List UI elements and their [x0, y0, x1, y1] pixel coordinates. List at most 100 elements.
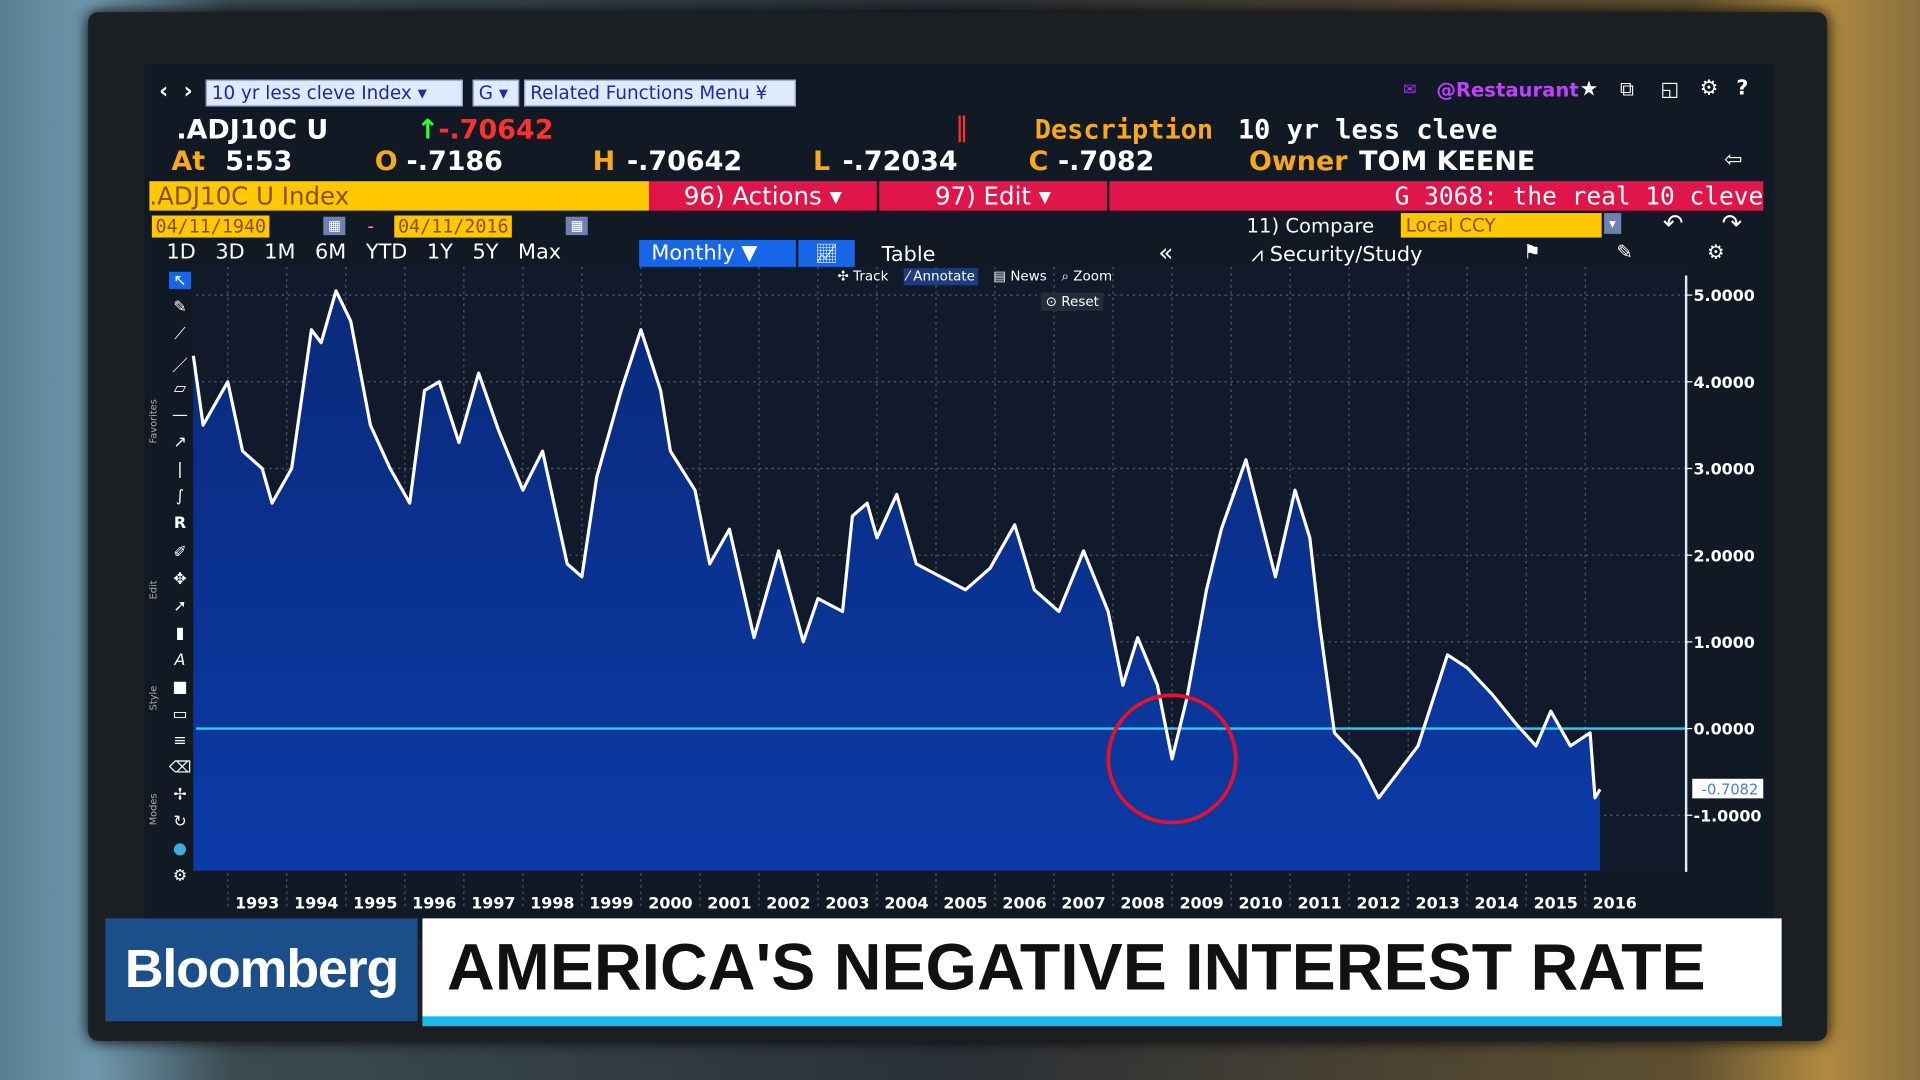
edit-label: 97) Edit: [935, 181, 1031, 211]
close-value: -.7082: [1057, 146, 1155, 178]
period-3d[interactable]: 3D: [215, 240, 245, 265]
track-button[interactable]: ✣ Track: [837, 268, 889, 285]
annotate-label: Annotate: [913, 268, 975, 285]
compare-button[interactable]: 11) Compare: [1246, 214, 1375, 238]
edit-section-label: Edit: [148, 580, 160, 600]
high-value: -.70642: [626, 146, 743, 178]
period-5y[interactable]: 5Y: [472, 240, 499, 265]
line-chart-icon[interactable]: 📈︎: [798, 240, 855, 267]
undo-icon[interactable]: ↶: [1662, 208, 1684, 238]
settings-icon[interactable]: ⚙: [172, 866, 188, 886]
border-icon[interactable]: ▭: [172, 705, 188, 724]
period-1y[interactable]: 1Y: [426, 240, 453, 265]
realtime-marker-icon: ‖: [955, 112, 969, 144]
security-study-label: Security/Study: [1269, 242, 1423, 267]
pencil-icon[interactable]: ✎: [173, 298, 187, 318]
owner-label: Owner: [1248, 146, 1348, 178]
back-button[interactable]: ‹: [159, 78, 169, 105]
x-tick-label: 2011: [1297, 894, 1341, 913]
high-label: H: [592, 146, 616, 178]
period-1m[interactable]: 1M: [264, 240, 296, 265]
line-style-icon[interactable]: ≡: [173, 732, 187, 751]
vertical-line-icon[interactable]: |: [177, 460, 183, 479]
news-label: News: [1010, 268, 1047, 285]
curve-icon[interactable]: ∫: [175, 487, 185, 506]
text-icon[interactable]: A: [174, 651, 186, 670]
pen-icon[interactable]: ✐: [173, 543, 187, 563]
period-max[interactable]: Max: [518, 240, 562, 265]
currency-select[interactable]: Local CCY: [1400, 213, 1602, 238]
export-icon[interactable]: ⧉: [1620, 77, 1635, 101]
annotate-button[interactable]: ⁄ Annotate: [903, 268, 979, 286]
security-field[interactable]: .ADJ10C U Index: [149, 181, 649, 211]
calendar-icon[interactable]: ▦: [565, 216, 589, 236]
channel-icon[interactable]: ▱: [173, 379, 187, 398]
table-button[interactable]: Table: [881, 242, 936, 267]
color-icon[interactable]: ●: [173, 840, 187, 859]
forward-button[interactable]: ›: [183, 78, 193, 105]
x-tick-label: 1995: [353, 894, 397, 913]
collapse-button[interactable]: «: [1158, 237, 1174, 267]
related-functions-menu[interactable]: Related Functions Menu ¥: [524, 79, 796, 107]
x-tick-label: 2008: [1120, 894, 1164, 913]
calendar-icon[interactable]: ▦: [323, 216, 346, 236]
fill-icon[interactable]: ■: [172, 678, 188, 697]
horizontal-line-icon[interactable]: —: [172, 406, 188, 425]
last-value-label: -0.7082: [1702, 782, 1759, 799]
frequency-select[interactable]: Monthly ▼: [639, 240, 796, 267]
chart-toolbar: ✣ Track ⁄ Annotate ▤ News ⌕ Zoom: [837, 268, 1113, 286]
function-value: G: [478, 82, 494, 105]
gear-icon[interactable]: ⚙: [1706, 240, 1725, 264]
news-button[interactable]: ▤ News: [993, 268, 1047, 285]
trend-line-icon[interactable]: ⟋: [174, 325, 186, 345]
function-select[interactable]: G ▾: [472, 79, 520, 107]
retracement-icon[interactable]: R: [173, 514, 187, 533]
user-tag[interactable]: @Restaurant: [1436, 78, 1579, 102]
document-icon[interactable]: ⇦: [1724, 146, 1743, 173]
pointer-icon[interactable]: ↖: [168, 271, 192, 290]
x-tick-label: 2004: [884, 894, 928, 913]
magnet-icon[interactable]: ✢: [173, 786, 187, 805]
window-icon[interactable]: ◱: [1660, 77, 1679, 101]
arrow-icon[interactable]: ↗: [173, 433, 187, 452]
clipboard-icon[interactable]: ▮: [175, 624, 185, 643]
brand-box: Bloomberg: [105, 918, 418, 1022]
date-separator: -: [367, 215, 374, 238]
x-tick-label: 2015: [1534, 894, 1578, 913]
open-value: -.7186: [406, 146, 503, 178]
refresh-icon[interactable]: ↻: [173, 813, 187, 832]
x-tick-label: 1997: [471, 894, 515, 913]
security-study-button[interactable]: ⩘ Security/Study: [1251, 242, 1423, 267]
reset-button[interactable]: ⊙ Reset: [1040, 292, 1104, 312]
time-value: 5:53: [225, 146, 293, 178]
edit-menu[interactable]: 97) Edit ▾: [879, 181, 1107, 211]
mail-icon[interactable]: ✉: [1403, 80, 1417, 100]
edit-icon[interactable]: ✎: [1616, 240, 1633, 264]
x-tick-label: 1999: [589, 894, 633, 913]
zoom-button[interactable]: ⌕ Zoom: [1061, 268, 1113, 285]
move-icon[interactable]: ✥: [173, 570, 187, 589]
eraser-icon[interactable]: ⌫: [168, 759, 192, 778]
flag-icon[interactable]: ⚑: [1523, 240, 1541, 264]
y-tick-label: 2.0000: [1693, 546, 1754, 565]
redo-icon[interactable]: ↷: [1721, 208, 1743, 238]
period-ytd[interactable]: YTD: [365, 240, 408, 265]
price-line: [191, 289, 1602, 800]
star-icon[interactable]: ★: [1579, 77, 1599, 102]
help-icon[interactable]: ?: [1736, 75, 1749, 101]
gear-icon[interactable]: ⚙: [1699, 75, 1719, 101]
period-6m[interactable]: 6M: [315, 240, 347, 265]
period-1d[interactable]: 1D: [166, 240, 196, 265]
line-tool-icon[interactable]: ／: [172, 357, 188, 376]
security-input[interactable]: 10 yr less cleve Index ▾: [205, 79, 463, 107]
favorites-label: Favorites: [148, 399, 160, 444]
end-date-input[interactable]: 04/11/2016: [394, 215, 513, 238]
security-index: .ADJ10C U Index: [149, 181, 350, 211]
select-icon[interactable]: ➚: [173, 597, 187, 616]
zoom-label: Zoom: [1073, 268, 1113, 285]
actions-menu[interactable]: 96) Actions ▾: [648, 181, 877, 211]
start-date-input[interactable]: 04/11/1940: [151, 215, 270, 238]
chevron-down-icon[interactable]: ▾: [1604, 213, 1621, 234]
